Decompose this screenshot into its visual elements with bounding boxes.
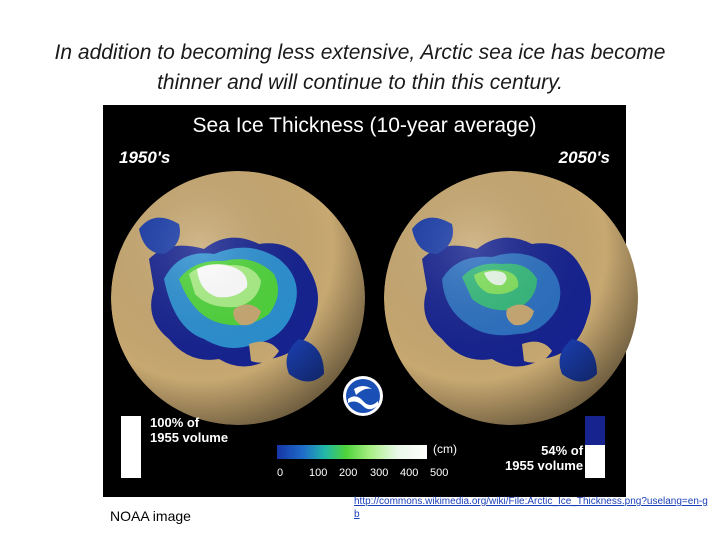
era-label-1950s: 1950's — [119, 148, 171, 167]
volume-label-2050s-line1: 54% of — [541, 443, 584, 458]
scale-tick: 500 — [430, 467, 449, 479]
volume-label-1950s-line1: 100% of — [150, 415, 200, 430]
scale-tick: 400 — [400, 467, 419, 479]
slide-caption: In addition to becoming less extensive, … — [20, 38, 700, 98]
era-label-2050s: 2050's — [558, 148, 610, 167]
volume-bar-remaining-portion — [585, 445, 605, 478]
scale-tick: 100 — [309, 467, 328, 479]
noaa-logo — [343, 376, 383, 416]
volume-label-2050s-line2: 1955 volume — [505, 458, 584, 473]
figure-title: Sea Ice Thickness (10-year average) — [192, 114, 537, 137]
caption-line-1: In addition to becoming less extensive, … — [54, 41, 666, 64]
volume-label-1950s: 100% of 1955 volume — [150, 415, 228, 445]
scale-tick: 0 — [277, 467, 284, 479]
image-credit: NOAA image — [110, 508, 191, 524]
scale-tick: 200 — [339, 467, 358, 479]
thickness-color-scale — [277, 445, 427, 459]
volume-label-1950s-line2: 1955 volume — [150, 430, 229, 445]
scale-ticks: 0 100 200 300 400 500 — [273, 467, 453, 481]
volume-label-2050s: 54% of 1955 volume — [505, 443, 583, 473]
scale-unit: (cm) — [433, 442, 457, 456]
globe-1950s — [111, 171, 365, 425]
scale-tick: 300 — [370, 467, 389, 479]
volume-bar-1950s — [121, 416, 141, 478]
source-link[interactable]: http://commons.wikimedia.org/wiki/File:A… — [354, 496, 708, 520]
volume-bar-2050s — [585, 416, 605, 478]
caption-line-2: thinner and will continue to thin this c… — [157, 71, 563, 94]
volume-bar-lost-portion — [585, 416, 605, 445]
sea-ice-figure: Sea Ice Thickness (10-year average) 1950… — [103, 105, 638, 497]
globe-2050s — [384, 171, 638, 425]
